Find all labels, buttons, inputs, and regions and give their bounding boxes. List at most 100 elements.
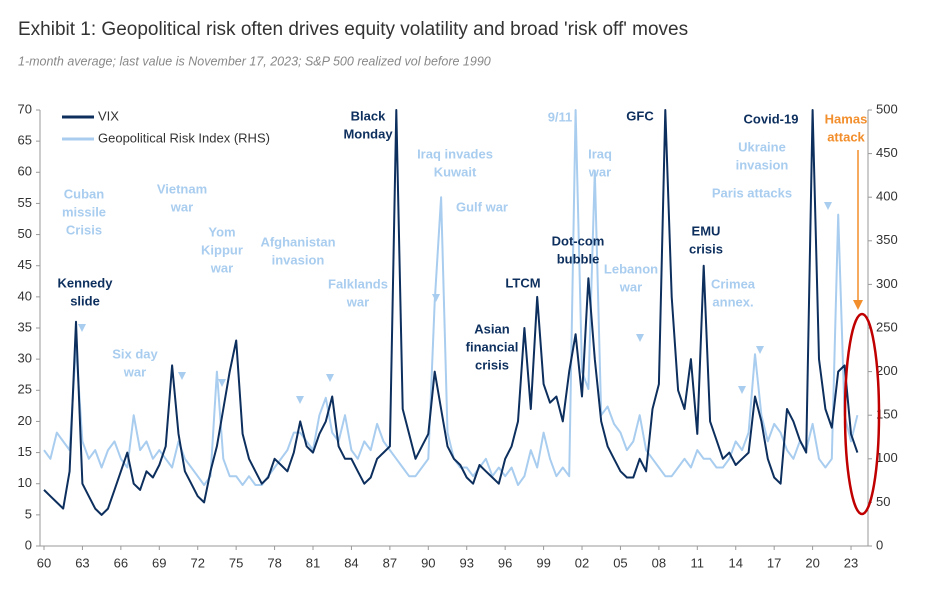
annotation: war [170, 199, 193, 214]
y-tick-label: 30 [18, 351, 32, 366]
annotation: Kippur [201, 242, 243, 257]
y-tick-label: 70 [18, 101, 32, 116]
x-tick-label: 66 [114, 555, 128, 570]
y2-tick-label: 100 [876, 450, 898, 465]
y2-tick-label: 150 [876, 407, 898, 422]
annotation: Dot-com [552, 233, 605, 248]
annotation-arrow [636, 334, 644, 342]
annotation: slide [70, 293, 100, 308]
annotation: Iraq invades [417, 146, 493, 161]
y2-tick-label: 400 [876, 189, 898, 204]
x-tick-label: 90 [421, 555, 435, 570]
x-tick-label: 05 [613, 555, 627, 570]
annotation-arrow [824, 202, 832, 210]
y-tick-label: 40 [18, 288, 32, 303]
y-tick-label: 35 [18, 319, 32, 334]
annotation: Hamas [825, 111, 868, 126]
annotation: Crimea [711, 276, 756, 291]
y-tick-label: 55 [18, 195, 32, 210]
annotation: Afghanistan [260, 234, 335, 249]
y2-tick-label: 50 [876, 494, 890, 509]
annotation: war [588, 164, 611, 179]
annotation: Vietnam [157, 181, 207, 196]
x-tick-label: 81 [306, 555, 320, 570]
y-tick-label: 10 [18, 475, 32, 490]
annotation: war [210, 260, 233, 275]
y2-tick-label: 450 [876, 145, 898, 160]
annotation: Cuban [64, 186, 105, 201]
annotation: Asian [474, 321, 509, 336]
x-tick-label: 75 [229, 555, 243, 570]
y-tick-label: 45 [18, 257, 32, 272]
x-tick-label: 87 [383, 555, 397, 570]
x-tick-label: 96 [498, 555, 512, 570]
legend-label: VIX [98, 108, 119, 123]
annotation: Crisis [66, 222, 102, 237]
y2-tick-label: 250 [876, 319, 898, 334]
y-tick-label: 65 [18, 133, 32, 148]
annotation-arrow [218, 379, 226, 387]
annotation: GFC [626, 108, 654, 123]
x-tick-label: 08 [652, 555, 666, 570]
y-tick-label: 50 [18, 226, 32, 241]
y-tick-label: 5 [25, 506, 32, 521]
x-tick-label: 14 [729, 555, 743, 570]
annotation: Kennedy [58, 275, 114, 290]
annotation: Lebanon [604, 261, 658, 276]
x-tick-label: 69 [152, 555, 166, 570]
annotation: Yom [208, 224, 235, 239]
annotation: Ukraine [738, 139, 786, 154]
annotation: EMU [692, 223, 721, 238]
x-tick-label: 60 [37, 555, 51, 570]
annotation-arrow [756, 346, 764, 354]
x-tick-label: 17 [767, 555, 781, 570]
y-tick-label: 20 [18, 413, 32, 428]
chart-subtitle: 1-month average; last value is November … [18, 54, 491, 68]
annotation: Falklands [328, 276, 388, 291]
annotation: annex. [712, 294, 753, 309]
x-tick-label: 20 [805, 555, 819, 570]
annotation: Covid-19 [744, 111, 799, 126]
y-tick-label: 15 [18, 444, 32, 459]
annotation-arrow [178, 372, 186, 380]
annotation-arrow [78, 324, 86, 332]
y2-tick-label: 500 [876, 101, 898, 116]
annotation: Black [351, 108, 386, 123]
annotation: war [619, 279, 642, 294]
annotation: Iraq [588, 146, 612, 161]
x-tick-label: 72 [190, 555, 204, 570]
annotation-arrow [738, 386, 746, 394]
annotation: Monday [343, 126, 393, 141]
annotation-arrow [432, 294, 440, 302]
y2-tick-label: 200 [876, 363, 898, 378]
annotation: Gulf war [456, 199, 508, 214]
annotation: Six day [112, 346, 158, 361]
annotation: crisis [475, 357, 509, 372]
chart-title: Exhibit 1: Geopolitical risk often drive… [18, 19, 688, 40]
x-tick-label: 11 [691, 555, 705, 570]
x-tick-label: 23 [844, 555, 858, 570]
highlight-ellipse [843, 312, 881, 516]
y-tick-label: 25 [18, 382, 32, 397]
series-line [43, 109, 859, 516]
annotation: financial [466, 339, 519, 354]
x-tick-label: 84 [344, 555, 358, 570]
annotation-arrow [296, 396, 304, 404]
x-tick-label: 78 [267, 555, 281, 570]
annotation: attack [827, 129, 865, 144]
annotation: Paris attacks [712, 185, 792, 200]
x-tick-label: 63 [75, 555, 89, 570]
annotation: Kuwait [434, 164, 477, 179]
annotation: war [346, 294, 369, 309]
annotation: crisis [689, 241, 723, 256]
legend-label: Geopolitical Risk Index (RHS) [98, 130, 270, 145]
y2-tick-label: 300 [876, 276, 898, 291]
hamas-arrowhead [853, 300, 863, 310]
annotation: invasion [736, 157, 789, 172]
annotation: bubble [557, 251, 600, 266]
y2-tick-label: 350 [876, 232, 898, 247]
annotation-arrow [326, 374, 334, 382]
annotation: war [123, 364, 146, 379]
x-tick-label: 99 [536, 555, 550, 570]
